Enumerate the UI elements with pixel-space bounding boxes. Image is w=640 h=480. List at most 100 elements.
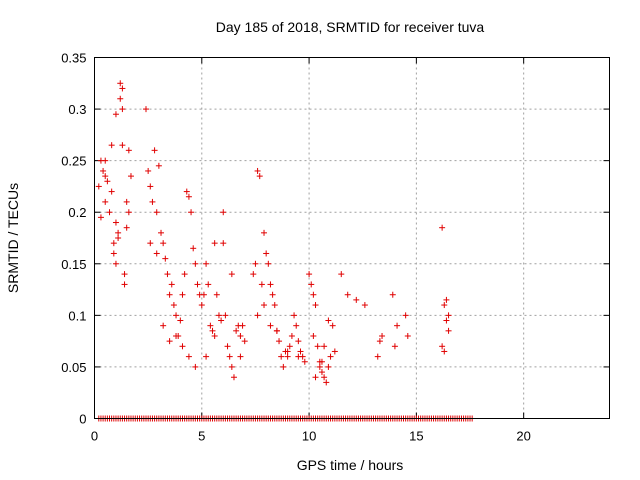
data-point xyxy=(200,291,207,298)
data-point xyxy=(271,302,278,309)
data-point xyxy=(181,271,188,278)
data-point xyxy=(284,348,291,355)
y-tick-label: 0.25 xyxy=(61,154,86,169)
data-point xyxy=(288,332,295,339)
data-point xyxy=(239,322,246,329)
data-point xyxy=(280,363,287,370)
data-point xyxy=(192,260,199,267)
data-point xyxy=(160,240,167,247)
data-point xyxy=(295,338,302,345)
data-point xyxy=(102,198,109,205)
data-point xyxy=(265,260,272,267)
data-point xyxy=(149,198,156,205)
data-point xyxy=(323,379,330,386)
data-point xyxy=(185,353,192,360)
data-point xyxy=(237,353,244,360)
data-point xyxy=(267,281,274,288)
chart-title: Day 185 of 2018, SRMTID for receiver tuv… xyxy=(216,19,485,35)
data-point xyxy=(379,332,386,339)
y-tick-label: 0.3 xyxy=(68,102,86,117)
data-point xyxy=(185,193,192,200)
data-point xyxy=(190,245,197,252)
data-point xyxy=(273,327,280,334)
data-point xyxy=(278,353,285,360)
data-point xyxy=(312,374,319,381)
x-tick-label: 15 xyxy=(409,429,423,444)
data-point xyxy=(338,271,345,278)
data-point xyxy=(441,302,448,309)
data-point xyxy=(318,369,325,376)
data-point xyxy=(230,374,237,381)
data-point xyxy=(261,302,268,309)
data-point xyxy=(224,343,231,350)
data-point xyxy=(211,240,218,247)
data-point xyxy=(284,353,291,360)
data-point xyxy=(445,327,452,334)
data-point xyxy=(117,80,124,87)
data-point xyxy=(445,312,452,319)
data-point xyxy=(110,250,117,257)
data-point xyxy=(95,183,102,190)
data-point xyxy=(237,332,244,339)
data-point xyxy=(261,229,268,236)
y-axis-label: SRMTID / TECUs xyxy=(5,183,21,293)
data-point xyxy=(203,260,210,267)
data-point xyxy=(391,343,398,350)
data-point xyxy=(164,271,171,278)
data-point xyxy=(97,214,104,221)
data-point xyxy=(207,322,214,329)
data-point xyxy=(254,167,261,174)
y-tick-label: 0.2 xyxy=(68,205,86,220)
data-point xyxy=(153,209,160,216)
data-point xyxy=(310,291,317,298)
data-point xyxy=(321,374,328,381)
data-point xyxy=(310,332,317,339)
data-point xyxy=(104,178,111,185)
data-point xyxy=(151,147,158,154)
data-point xyxy=(443,296,450,303)
data-point xyxy=(291,312,298,319)
data-point xyxy=(100,167,107,174)
data-point xyxy=(121,281,128,288)
data-point xyxy=(241,338,248,345)
data-point xyxy=(331,348,338,355)
data-point xyxy=(394,322,401,329)
data-point xyxy=(110,240,117,247)
data-point xyxy=(226,353,233,360)
data-point xyxy=(218,317,225,324)
y-tick-label: 0.35 xyxy=(61,51,86,66)
data-point xyxy=(205,281,212,288)
data-point xyxy=(228,271,235,278)
data-point xyxy=(166,338,173,345)
data-point xyxy=(168,281,175,288)
data-point xyxy=(102,173,109,180)
data-point xyxy=(252,260,259,267)
data-point xyxy=(325,363,332,370)
data-point xyxy=(297,348,304,355)
data-point xyxy=(106,209,113,216)
data-point xyxy=(166,291,173,298)
data-point xyxy=(402,312,409,319)
y-tick-label: 0 xyxy=(79,412,86,427)
data-point xyxy=(145,167,152,174)
data-point xyxy=(125,147,132,154)
data-point xyxy=(321,343,328,350)
data-point xyxy=(254,312,261,319)
data-point xyxy=(250,271,257,278)
data-point xyxy=(258,281,265,288)
data-point xyxy=(228,363,235,370)
data-point xyxy=(325,317,332,324)
data-point xyxy=(222,312,229,319)
data-point xyxy=(119,142,126,149)
data-point xyxy=(286,343,293,350)
data-point xyxy=(404,332,411,339)
data-point xyxy=(353,296,360,303)
data-point xyxy=(220,209,227,216)
data-point xyxy=(203,353,210,360)
data-point xyxy=(439,343,446,350)
plot-frame xyxy=(94,57,610,419)
data-point xyxy=(115,229,122,236)
data-point xyxy=(314,343,321,350)
data-point xyxy=(301,358,308,365)
data-point xyxy=(376,338,383,345)
